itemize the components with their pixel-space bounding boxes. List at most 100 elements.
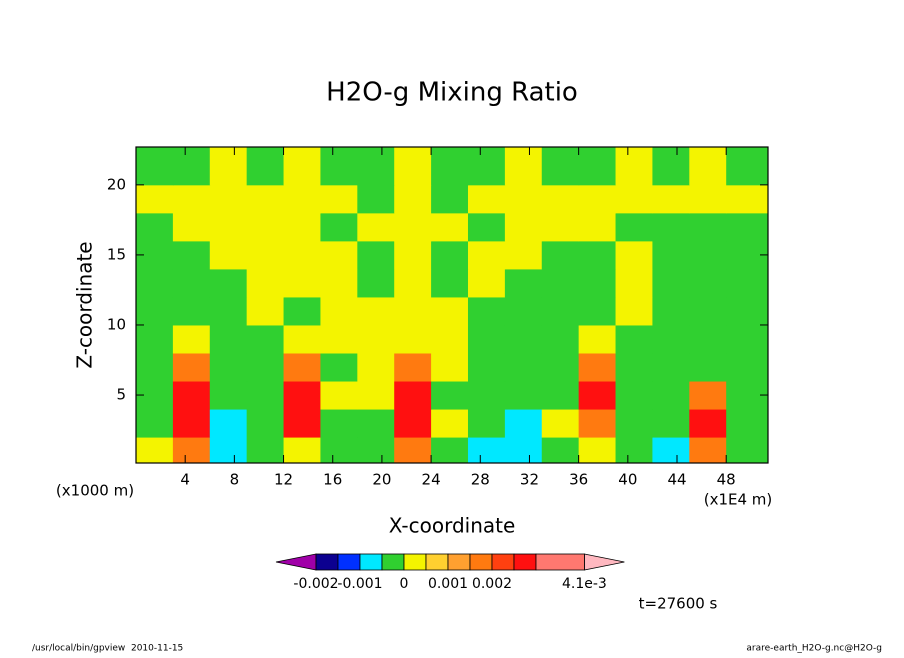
field-cell [689,268,727,298]
field-cell [689,352,727,382]
colorbar-tick-label: 0.002 [472,576,512,592]
field-cell [209,240,248,270]
field-cell [394,437,432,463]
field-cell [652,324,690,354]
y-tick-label: 20 [107,175,126,193]
field-cell [431,147,469,186]
field-cell [209,296,248,326]
field-cell [726,352,768,382]
field-cell [615,381,653,410]
field-cell [652,240,690,270]
colorbar-box [447,553,471,571]
field-cell [320,184,358,214]
colorbar-box [469,553,493,571]
field-cell [283,212,321,242]
field-cell [726,184,768,214]
field-cell [652,147,690,186]
colorbar-under [275,553,317,571]
field-cell [578,184,617,214]
field-cell [209,147,248,186]
x-tick-label: 44 [667,471,686,489]
field-cell [504,147,543,186]
field-cell [504,437,543,463]
field-cell [726,409,768,438]
field-cell [172,352,211,382]
field-cell [504,296,543,326]
field-cell [467,212,506,242]
field-cell [320,381,358,410]
field-cell [541,268,580,298]
field-cell [578,240,617,270]
x-tick-label: 24 [422,471,441,489]
field-cell [172,184,211,214]
colorbar-box [513,553,537,571]
field-cell [726,324,768,354]
field-cell [726,212,768,242]
field-cell [615,268,653,298]
colorbar-box [535,553,585,571]
field-cell [209,324,248,354]
x-tick-label: 16 [323,471,342,489]
field-cell [136,212,174,242]
x-tick-label: 36 [569,471,588,489]
field-cell [209,268,248,298]
field-cell [504,212,543,242]
field-cell [541,296,580,326]
field-cell [394,324,432,354]
field-cell [246,240,285,270]
field-cell [726,147,768,186]
field-cell [357,381,395,410]
time-label: t=27600 s [639,595,718,613]
contour-field [136,147,768,463]
field-cell [541,409,580,438]
field-cell [504,240,543,270]
field-cell [394,409,432,438]
x-tick-label: 4 [180,471,190,489]
field-cell [246,268,285,298]
field-cell [615,352,653,382]
y-tick-label: 10 [107,315,126,333]
field-cell [246,437,285,463]
colorbar-tick-label: 0 [400,576,409,592]
field-cell [357,212,395,242]
field-cell [467,409,506,438]
field-cell [357,184,395,214]
field-cell [431,409,469,438]
field-cell [689,324,727,354]
field-cell [726,296,768,326]
field-cell [172,147,211,186]
field-cell [357,437,395,463]
field-cell [578,296,617,326]
field-cell [689,296,727,326]
colorbar-box [337,553,361,571]
field-cell [431,324,469,354]
field-cell [578,352,617,382]
field-cell [578,147,617,186]
field-cell [357,268,395,298]
field-cell [357,296,395,326]
footer-right: arare-earth_H2O-g.nc@H2O-g [746,644,882,654]
x-tick-label: 40 [618,471,637,489]
field-cell [431,240,469,270]
field-cell [172,381,211,410]
field-cell [394,147,432,186]
field-cell [652,268,690,298]
colorbar-box [403,553,427,571]
field-cell [541,212,580,242]
field-cell [652,184,690,214]
plot-frame [135,146,769,464]
field-cell [689,409,727,438]
field-cell [504,324,543,354]
field-cell [136,409,174,438]
field-cell [689,437,727,463]
field-cell [136,437,174,463]
field-cell [172,268,211,298]
field-cell [431,268,469,298]
colorbar-box [315,553,339,571]
field-cell [246,409,285,438]
y-tick-label: 5 [116,386,126,404]
field-cell [652,212,690,242]
field-cell [652,409,690,438]
field-cell [209,381,248,410]
